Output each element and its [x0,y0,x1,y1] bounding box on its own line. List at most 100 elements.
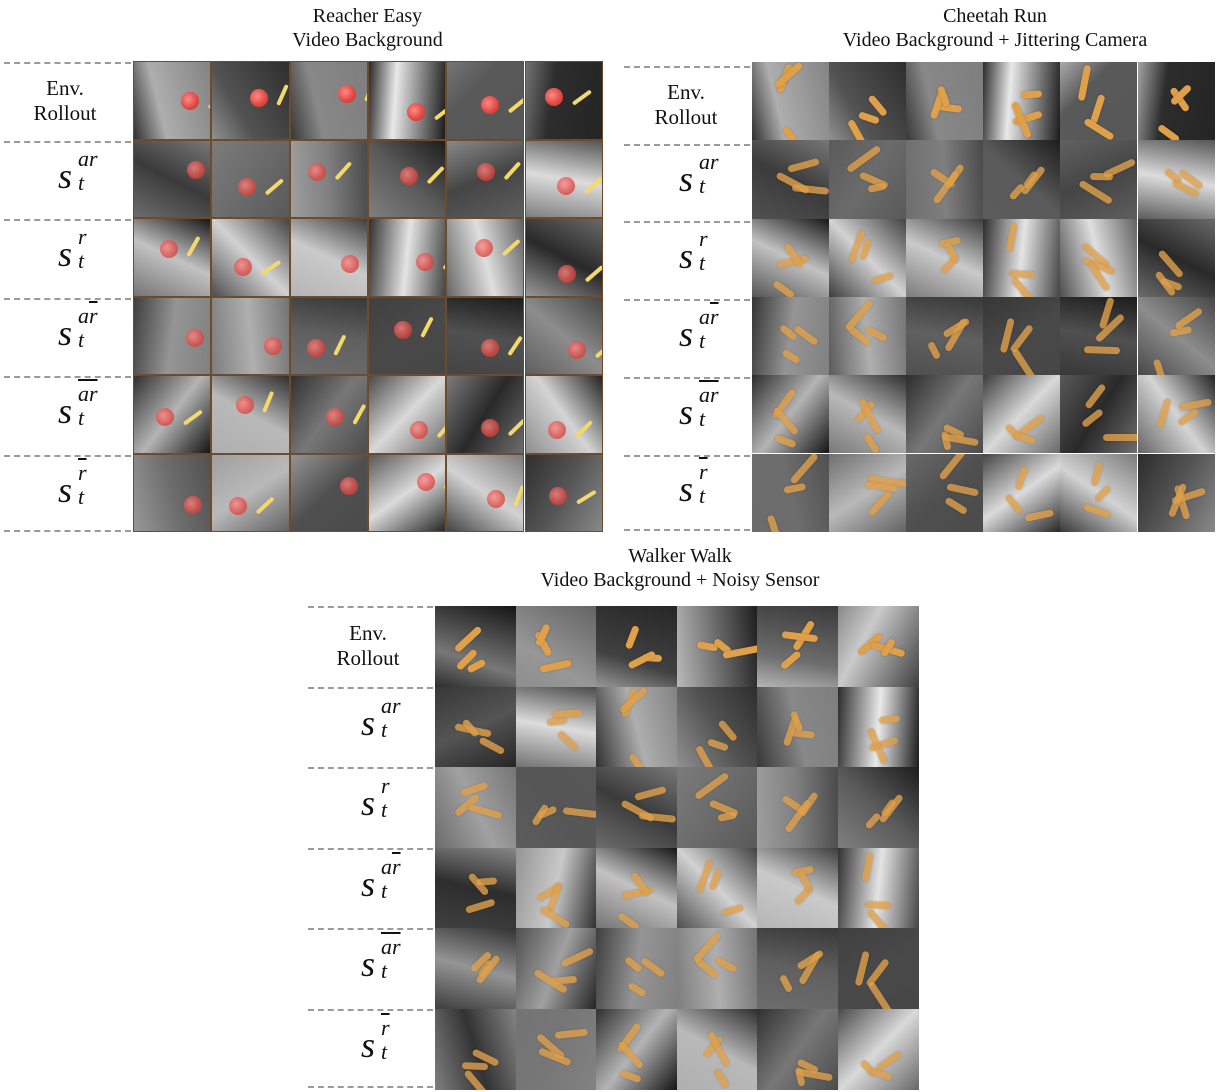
row-separator [4,219,131,221]
image-grid-reacher [133,61,603,532]
frame-background [838,1009,919,1090]
frame-thumbnail [596,686,677,768]
symbol-box: s ar t [345,936,401,990]
sup-abar: a [380,934,392,960]
frame-thumbnail [1137,375,1215,454]
frame-background [838,767,919,848]
frame-thumbnail [906,296,984,376]
env-label-line2: Rollout [33,101,97,126]
frame-thumbnail [906,453,984,532]
frame-background [525,219,602,296]
state-symbol: s ar t [58,147,98,194]
sup-rbar: r [88,302,98,328]
symbol-s: s [678,469,693,510]
frame-background [515,606,597,687]
robot-limb-icon [1102,433,1138,441]
symbol-subscript: t [380,797,388,823]
env-label-line1: Env. [46,76,84,101]
sup-a: a [77,302,89,328]
frame-thumbnail [838,606,919,687]
frame-thumbnail [133,139,212,218]
symbol-superscript: r [698,226,708,252]
symbol-subscript: t [77,326,85,352]
frame-background [134,454,211,531]
title-line1: Reacher Easy [312,5,423,27]
frame-thumbnail [133,218,212,297]
env-rollout-label: Env. Rollout [33,76,96,126]
symbol-superscript: ar [699,305,719,328]
frame-thumbnail [515,847,597,929]
state-symbol: s ar t [679,305,719,352]
frame-thumbnail [524,218,603,297]
frame-thumbnail [133,453,212,532]
row-label-arbar: s ar t [0,302,130,373]
target-ball-icon [476,163,495,182]
frame-background [983,453,1061,532]
frame-thumbnail [289,61,368,140]
sup-rbar: r [77,459,87,485]
frame-thumbnail [524,296,603,375]
frame-thumbnail [752,453,830,532]
frame-thumbnail [133,296,212,375]
frame-background [290,140,367,217]
sup-abar: a [77,381,89,407]
frame-thumbnail [752,375,830,454]
frame-thumbnail [752,140,830,219]
row-separator [308,928,433,930]
frame-background [1137,375,1215,454]
row-label-env-rollout: Env. Rollout [0,66,130,137]
robot-limb-icon [475,876,498,886]
symbol-superscript: r [380,773,390,799]
symbol-subscript: t [77,248,85,274]
frame-thumbnail [838,847,919,929]
symbol-superscript: ar [699,383,719,406]
symbol-subscript: t [698,405,706,431]
symbol-box: s ar t [345,855,401,910]
frame-thumbnail [289,218,368,297]
frame-background [212,454,289,531]
frame-thumbnail [1137,62,1215,141]
frame-thumbnail [133,375,212,454]
frame-background [368,454,446,531]
row-separator [308,1008,433,1011]
sup-rbar: r [380,1014,390,1040]
target-ball-icon [486,489,505,508]
symbol-s: s [57,469,72,510]
frame-thumbnail [596,767,677,848]
target-ball-icon [263,337,282,356]
frame-thumbnail [829,453,907,532]
frame-thumbnail [367,218,447,297]
frame-background [757,928,838,1009]
row-separator [624,66,750,68]
frame-thumbnail [515,928,597,1009]
row-separator [308,606,433,608]
frame-thumbnail [289,453,368,532]
frame-thumbnail [838,1009,919,1090]
target-ball-icon [568,340,587,359]
frame-background [447,454,524,531]
frame-thumbnail [367,453,447,532]
frame-background [212,376,289,453]
frame-thumbnail [596,1009,677,1090]
frame-thumbnail [1137,218,1215,297]
frame-thumbnail [983,62,1061,141]
title-line2: Video Background + Jittering Camera [842,29,1148,51]
target-ball-icon [156,408,175,427]
frame-thumbnail [983,453,1061,532]
frame-thumbnail [524,375,603,454]
frame-thumbnail [983,140,1061,219]
state-symbol: s ar t [58,304,98,351]
frame-background [290,297,367,374]
state-symbol: s ar t [361,855,401,902]
frame-background [368,376,446,453]
symbol-s: s [360,1024,375,1065]
frame-thumbnail [515,686,597,768]
